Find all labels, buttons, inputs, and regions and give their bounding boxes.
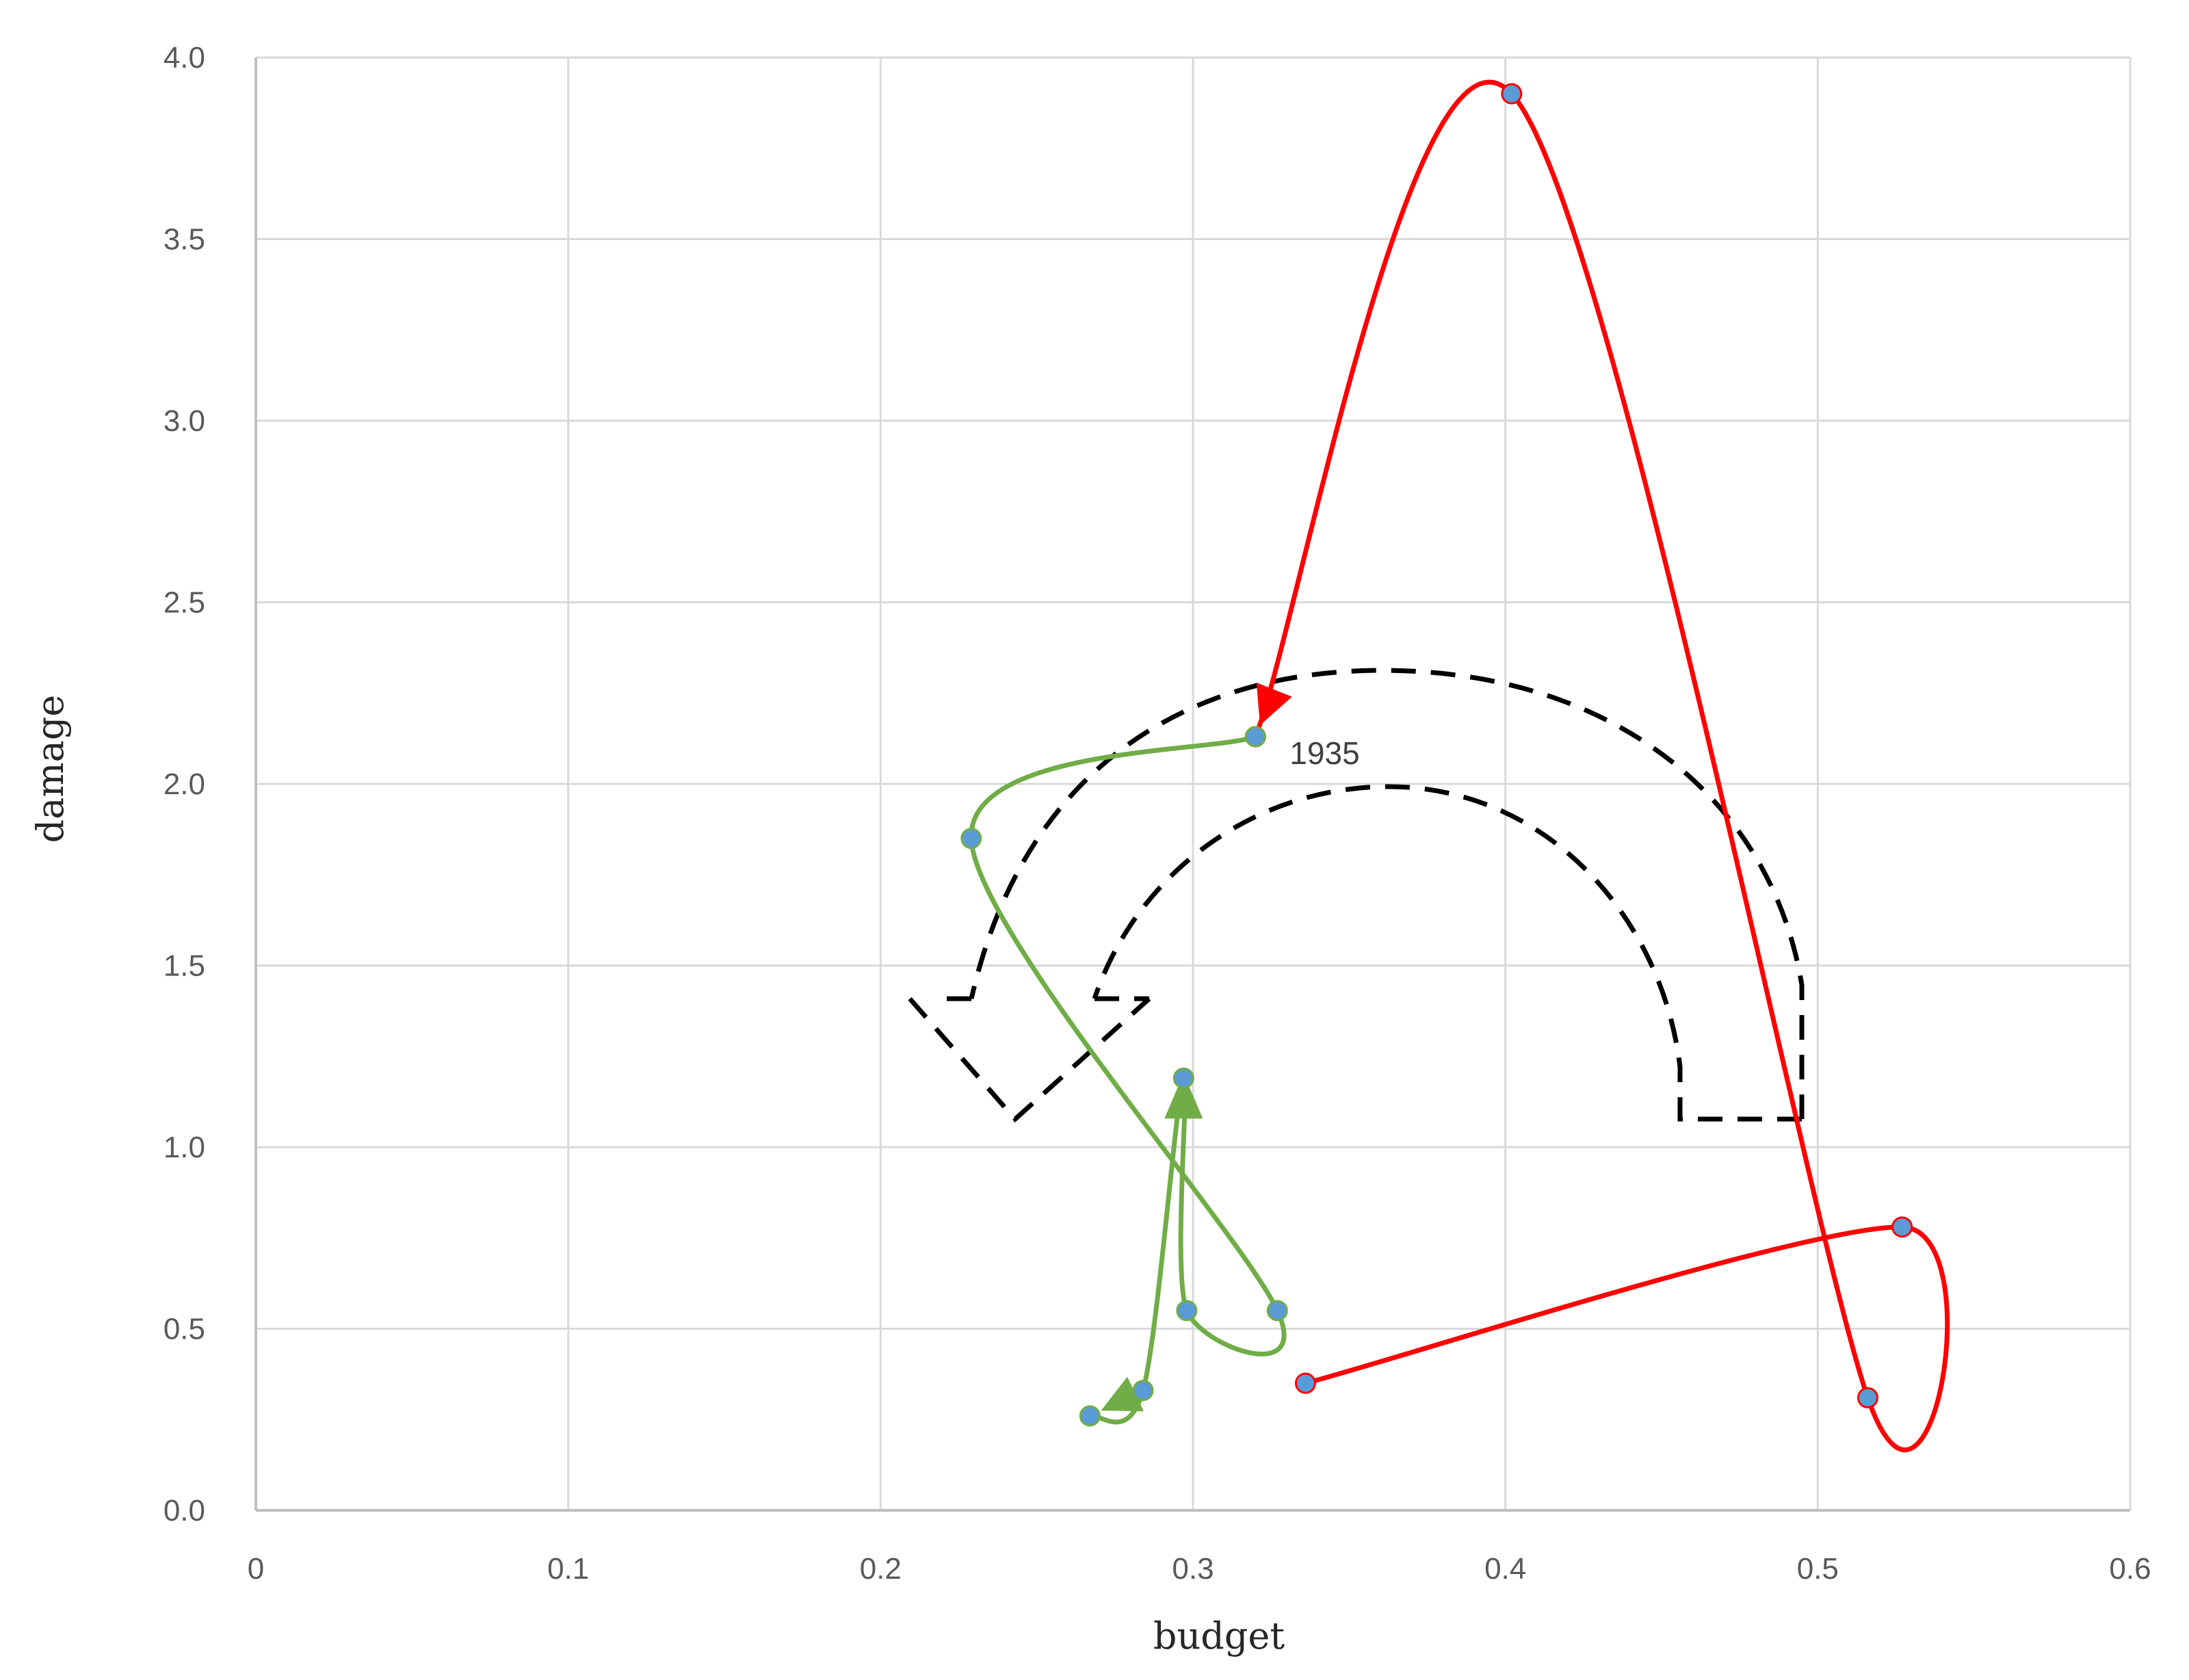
- grid: [254, 56, 2132, 1512]
- axes: budget damage 0 0.1 0.2 0.3 0.4 0.5 0.6 0.0 0.5 1…: [29, 41, 2151, 1657]
- data-point: [960, 828, 982, 850]
- data-point: [1176, 1300, 1198, 1322]
- y-tick-label: 3.0: [163, 404, 205, 438]
- y-tick-label: 2.5: [163, 586, 205, 620]
- series-1-line: [1253, 79, 1950, 1452]
- y-tick-label: 0.5: [163, 1313, 205, 1346]
- data-point: [1501, 83, 1523, 105]
- x-tick-label: 0.6: [2109, 1552, 2151, 1586]
- data-point: [1891, 1216, 1913, 1238]
- series-1-arrowhead: [1256, 682, 1292, 726]
- y-tick-label: 3.5: [163, 223, 205, 257]
- y-tick-label: 1.5: [163, 949, 205, 983]
- data-point: [1266, 1300, 1288, 1322]
- data-point: [1244, 726, 1266, 748]
- data-point: [1132, 1380, 1154, 1402]
- y-tick-label: 1.0: [163, 1131, 205, 1164]
- x-tick-label: 0.3: [1172, 1552, 1214, 1586]
- cycle-arrow-outer-arc: [969, 668, 1805, 1119]
- x-tick-label: 0.4: [1484, 1552, 1526, 1586]
- series-2-line: [969, 734, 1287, 1425]
- cycle-arrow-inner-arc: [1092, 784, 1802, 1122]
- y-tick-label: 4.0: [163, 41, 205, 75]
- data-point: [1294, 1372, 1316, 1394]
- year-annotation: 1935: [1289, 735, 1359, 771]
- x-tick-label: 0.1: [547, 1552, 589, 1586]
- data-point: [1172, 1067, 1194, 1089]
- cycle-arrow: [908, 668, 1805, 1123]
- x-tick-label: 0.2: [860, 1552, 902, 1586]
- y-axis-title: damage: [29, 695, 72, 843]
- x-tick-label: 0.5: [1797, 1552, 1839, 1586]
- series-2-arrowhead: [1101, 1376, 1144, 1412]
- y-tick-label: 2.0: [163, 767, 205, 801]
- cycle-arrow-head: [908, 996, 1151, 1123]
- series-2-direction-arrow: [1164, 1073, 1203, 1119]
- annotation-layer: 1935: [1289, 735, 1359, 771]
- data-point: [1857, 1387, 1878, 1408]
- x-axis-title: budget: [1153, 1614, 1285, 1657]
- x-tick-label: 0: [248, 1552, 264, 1586]
- marker-layer: [960, 83, 1913, 1427]
- data-point: [1079, 1405, 1101, 1427]
- series-layer: [969, 79, 1950, 1452]
- y-tick-label: 0.0: [163, 1494, 205, 1527]
